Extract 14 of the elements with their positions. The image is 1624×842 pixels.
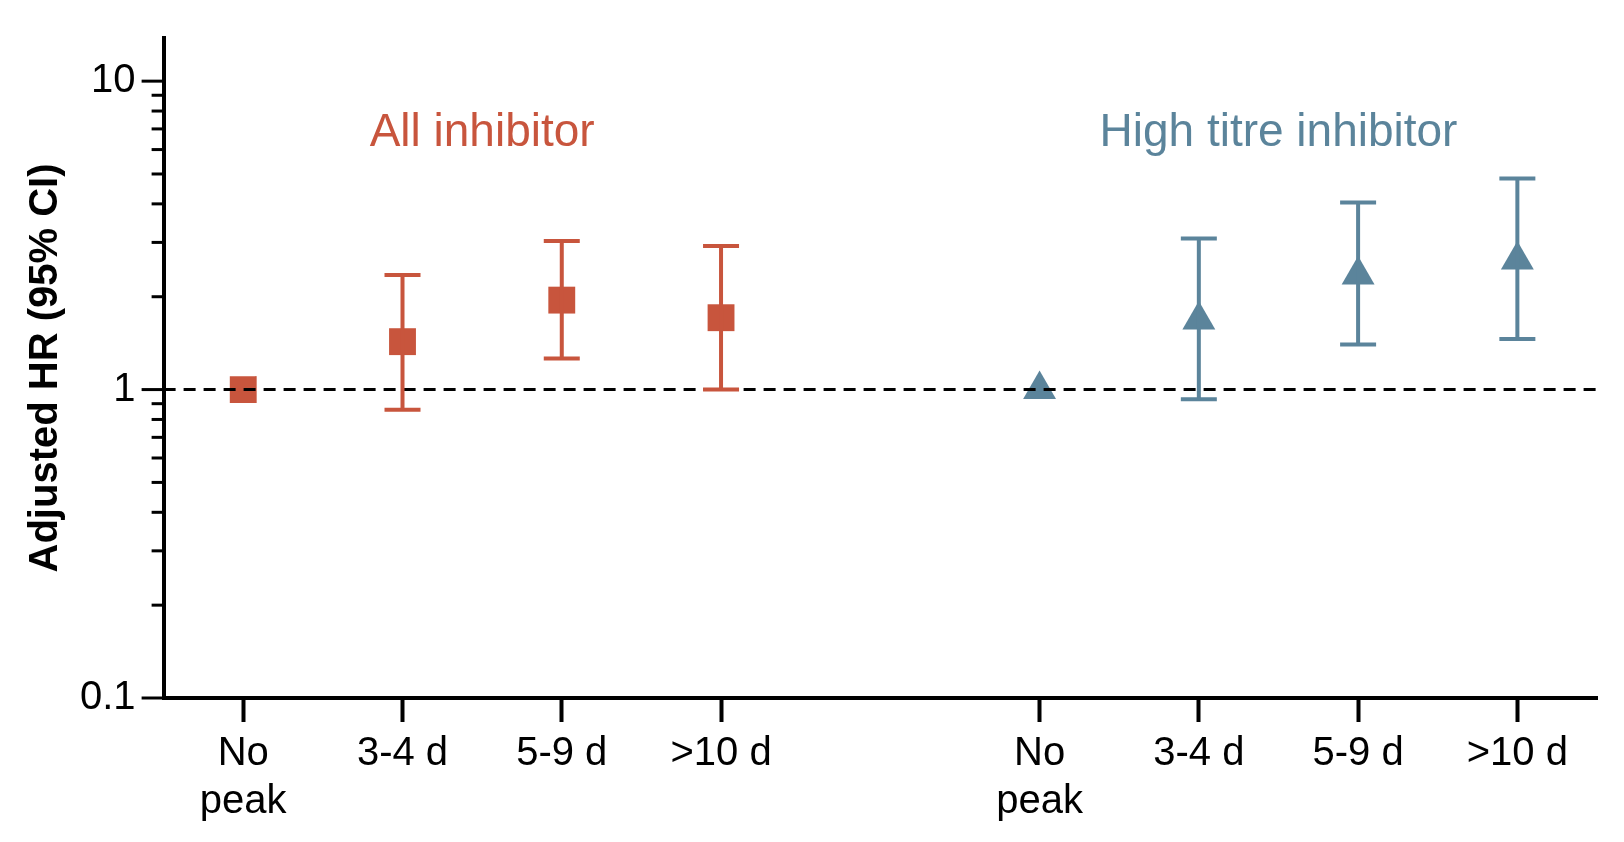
x-tick-label: 3-4 d: [1153, 729, 1245, 774]
x-tick-label: No peak: [199, 729, 288, 822]
x-tick-label: 5-9 d: [1312, 729, 1404, 774]
x-tick-label: 5-9 d: [516, 729, 608, 774]
y-tick-label: 1: [113, 364, 136, 409]
y-tick-label: 10: [91, 56, 136, 101]
text: All inhibitor: [369, 103, 595, 156]
x-tick-label: No peak: [996, 729, 1084, 822]
x-tick-label: >10 d: [670, 729, 772, 774]
text: High titre inhibitor: [1099, 103, 1458, 156]
x-tick-label: 3-4 d: [356, 729, 449, 774]
y-tick-label: 0.1: [80, 673, 136, 718]
y-axis-title: Adjusted HR (95% CI): [21, 163, 66, 573]
x-tick-label: >10 d: [1466, 729, 1568, 774]
